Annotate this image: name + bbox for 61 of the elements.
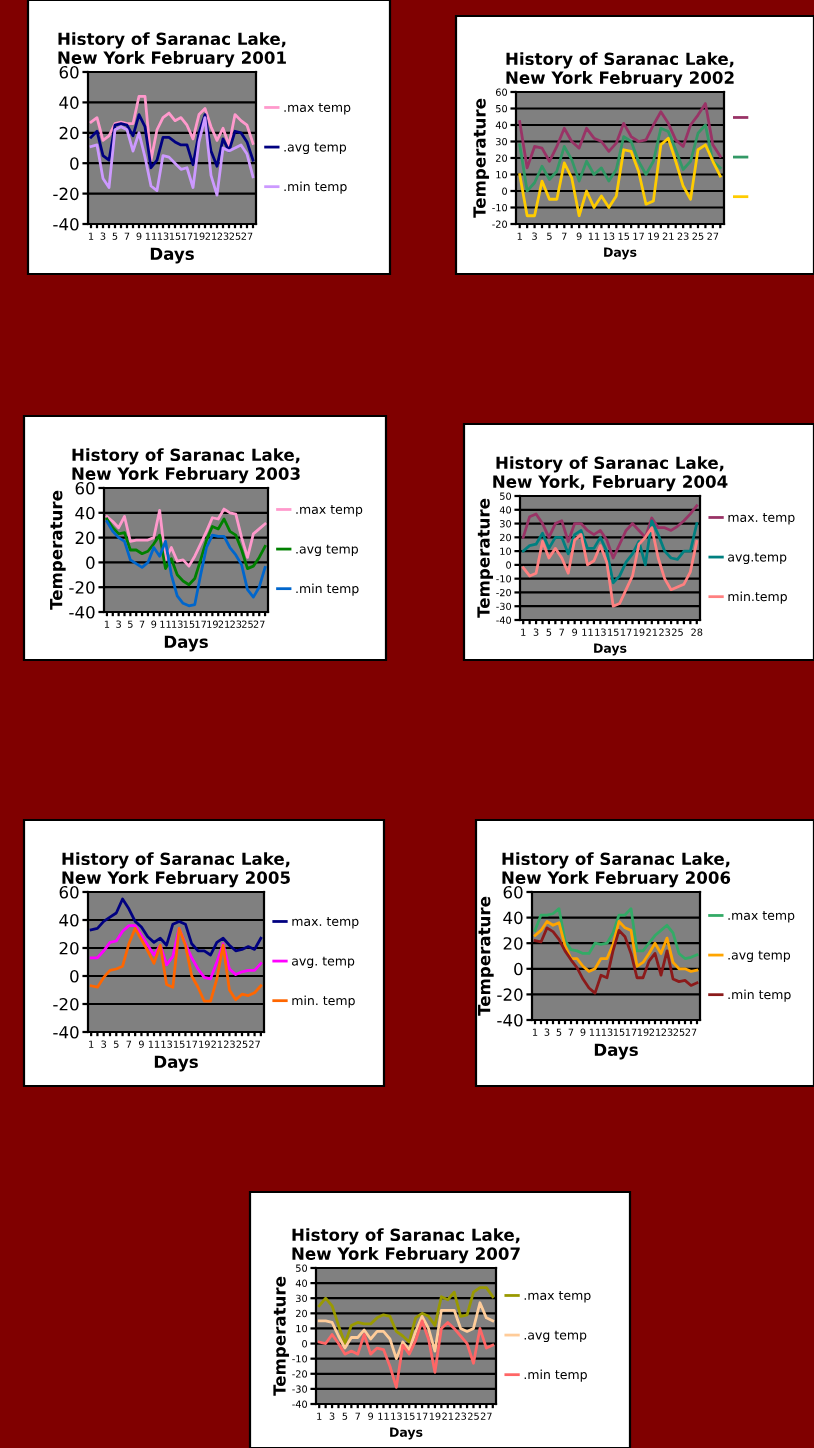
- line-series: [89, 897, 263, 957]
- x-axis-title: Days: [150, 247, 194, 264]
- line-series: [317, 1319, 495, 1389]
- line-series: [89, 924, 263, 981]
- y-tick-label: 40: [59, 913, 79, 927]
- line-series: [89, 927, 263, 1003]
- y-tick-label: 60: [75, 481, 95, 495]
- y-tick-label: -40: [53, 217, 79, 231]
- line-series: [89, 116, 255, 197]
- y-axis-title: Temperature: [478, 896, 494, 1016]
- line-series: [521, 504, 699, 560]
- line-series: [533, 926, 699, 995]
- y-tick-label: 0: [70, 157, 79, 170]
- line-series: [89, 94, 255, 162]
- y-tick-label: 40: [75, 506, 95, 520]
- y-tick-label: 40: [59, 96, 79, 109]
- y-tick-label: 20: [59, 941, 79, 955]
- y-tick-label: 20: [59, 126, 79, 140]
- chart-title: History of Saranac Lake, New York February 2007: [292, 1228, 520, 1264]
- y-tick-label: 40: [503, 911, 523, 925]
- y-tick-label: 20: [503, 937, 523, 950]
- line-series: [521, 526, 699, 608]
- line-series: [518, 136, 722, 218]
- chart-title: History of Saranac Lake, New York, February 2004: [493, 456, 728, 492]
- line-series: [521, 519, 699, 585]
- line-series: [317, 1301, 495, 1361]
- line-series: [533, 907, 699, 960]
- line-series: [317, 1286, 495, 1345]
- y-tick-label: 60: [59, 885, 79, 899]
- y-axis-title: Temperature: [273, 1276, 290, 1396]
- y-tick-label: -40: [69, 605, 95, 619]
- y-tick-label: 60: [503, 885, 523, 899]
- line-series: [518, 102, 722, 170]
- x-axis-title: Days: [594, 1043, 638, 1060]
- chart-title: History of Saranac Lake, New York February 2003: [72, 448, 300, 484]
- chart-title: History of Saranac Lake, New York February 2006: [502, 852, 731, 888]
- y-tick-label: -20: [69, 581, 95, 594]
- x-axis-title: Days: [154, 1055, 198, 1072]
- line-series: [105, 517, 267, 587]
- line-series: [105, 520, 267, 608]
- y-axis-title: Temperature: [477, 498, 494, 618]
- x-axis-title: Days: [164, 635, 208, 652]
- y-tick-label: -20: [53, 997, 79, 1011]
- y-tick-label: 0: [86, 556, 95, 569]
- chart-title: History of Saranac Lake, New York February 2001: [58, 32, 286, 68]
- line-series: [105, 507, 267, 568]
- y-tick-label: 0: [70, 969, 79, 983]
- y-axis-title: Temperature: [50, 490, 66, 610]
- line-series: [533, 920, 699, 973]
- line-series: [518, 123, 722, 193]
- y-axis-title: Temperature: [473, 98, 490, 218]
- y-tick-label: -40: [497, 1013, 523, 1027]
- y-tick-label: -40: [53, 1025, 79, 1039]
- chart-title: History of Saranac Lake, New York February 2002: [506, 52, 734, 88]
- chart-title: History of Saranac Lake, New York February 2005: [62, 852, 290, 888]
- y-tick-label: 0: [514, 962, 523, 976]
- y-tick-label: 60: [59, 65, 79, 79]
- y-tick-label: 20: [75, 531, 95, 545]
- y-tick-label: -20: [497, 988, 523, 1001]
- line-series: [89, 113, 255, 170]
- y-tick-label: -20: [53, 187, 79, 201]
